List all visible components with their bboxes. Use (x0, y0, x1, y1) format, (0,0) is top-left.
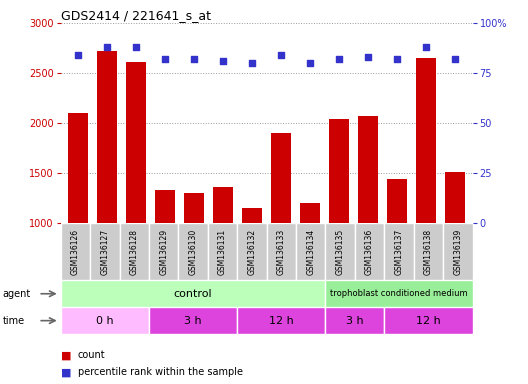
Bar (267, 223, 296, 280)
Text: GSM136126: GSM136126 (71, 228, 80, 275)
Text: GSM136138: GSM136138 (424, 228, 433, 275)
Bar (149, 223, 178, 280)
Bar (149, 307, 237, 334)
Point (190, 56, 199, 62)
Bar (416, 58, 436, 323)
Text: trophoblast conditioned medium: trophoblast conditioned medium (330, 289, 468, 298)
Bar (329, 119, 350, 323)
Text: GSM136128: GSM136128 (130, 228, 139, 275)
Point (74, 52, 82, 58)
Text: GSM136131: GSM136131 (218, 228, 227, 275)
Bar (97, 51, 117, 323)
Text: GSM136135: GSM136135 (336, 228, 345, 275)
Bar (325, 223, 355, 280)
Bar (155, 190, 175, 323)
Text: GSM136139: GSM136139 (454, 228, 463, 275)
Bar (90, 223, 119, 280)
Bar (296, 223, 325, 280)
Bar (325, 307, 384, 334)
Text: GSM136137: GSM136137 (394, 228, 403, 275)
Point (422, 44, 430, 50)
Bar (414, 223, 443, 280)
Point (132, 44, 140, 50)
Bar (126, 62, 146, 323)
Point (451, 56, 459, 62)
Bar (384, 223, 414, 280)
Text: GDS2414 / 221641_s_at: GDS2414 / 221641_s_at (61, 9, 211, 22)
Text: GSM136136: GSM136136 (365, 228, 374, 275)
Bar (68, 113, 88, 323)
Text: GSM136133: GSM136133 (277, 228, 286, 275)
Text: agent: agent (3, 289, 31, 299)
Text: GSM136132: GSM136132 (248, 228, 257, 275)
Bar (242, 208, 262, 323)
Bar (384, 307, 473, 334)
Bar (445, 172, 465, 323)
Bar (184, 193, 204, 323)
Point (248, 60, 257, 66)
Bar (213, 187, 233, 323)
Point (277, 52, 285, 58)
Bar (61, 280, 325, 307)
Bar (271, 133, 291, 323)
Bar (119, 223, 149, 280)
Bar (300, 203, 320, 323)
Point (219, 58, 228, 64)
Text: ■: ■ (61, 367, 71, 377)
Text: GSM136129: GSM136129 (159, 228, 168, 275)
Bar (355, 223, 384, 280)
Bar (61, 223, 90, 280)
Bar (358, 116, 378, 323)
Point (306, 60, 314, 66)
Text: ■: ■ (61, 350, 71, 360)
Bar (443, 223, 473, 280)
Bar (61, 307, 149, 334)
Text: count: count (78, 350, 105, 360)
Point (161, 56, 169, 62)
Bar (387, 179, 407, 323)
Bar (208, 223, 237, 280)
Text: time: time (3, 316, 25, 326)
Bar (178, 223, 208, 280)
Text: percentile rank within the sample: percentile rank within the sample (78, 367, 243, 377)
Text: 0 h: 0 h (96, 316, 114, 326)
Text: 12 h: 12 h (269, 316, 294, 326)
Bar (325, 280, 473, 307)
Text: GSM136134: GSM136134 (306, 228, 315, 275)
Text: 3 h: 3 h (346, 316, 364, 326)
Point (103, 44, 111, 50)
Text: 12 h: 12 h (416, 316, 441, 326)
Text: GSM136130: GSM136130 (188, 228, 197, 275)
Text: 3 h: 3 h (184, 316, 202, 326)
Text: control: control (174, 289, 212, 299)
Point (364, 54, 372, 60)
Bar (237, 307, 325, 334)
Point (335, 56, 343, 62)
Text: GSM136127: GSM136127 (100, 228, 109, 275)
Bar (237, 223, 267, 280)
Point (393, 56, 401, 62)
